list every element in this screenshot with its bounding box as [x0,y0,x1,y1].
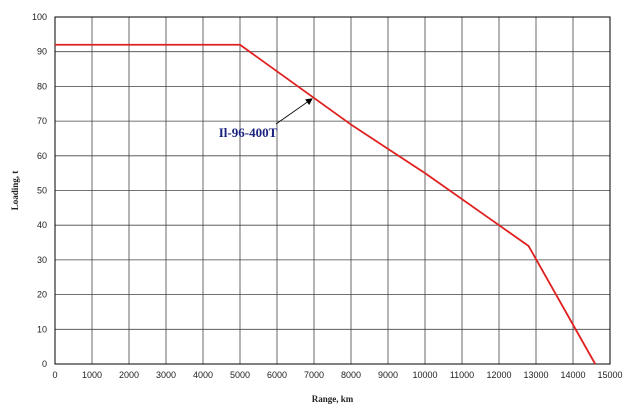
x-tick-label: 1000 [82,370,102,380]
grid [54,16,611,365]
y-tick-label: 90 [37,47,47,57]
x-tick-label: 8000 [341,370,361,380]
series-layer [55,43,596,365]
x-axis-label: Range, km [312,394,354,404]
plot-frame [54,16,611,365]
y-tick-label: 40 [37,220,47,230]
y-tick-label: 80 [37,81,47,91]
y-tick-label: 0 [42,359,47,369]
x-tick-label: 9000 [378,370,398,380]
x-tick-label: 15000 [597,370,622,380]
tick-labels: 0 1000 2000 3000 4000 5000 6000 7000 8000 9000 100… [32,12,623,380]
x-tick-label: 7000 [304,370,324,380]
x-tick-label: 11000 [450,370,474,380]
x-tick-label: 3000 [156,370,176,380]
x-tick-label: 0 [52,370,57,380]
y-tick-label: 100 [32,12,47,22]
x-tick-label: 4000 [193,370,213,380]
y-tick-label: 30 [37,255,47,265]
y-tick-label: 70 [37,116,47,126]
x-tick-label: 5000 [230,370,250,380]
x-tick-label: 14000 [560,370,585,380]
annotation-label: Il-96-400T [219,125,278,140]
series-line [55,43,596,365]
x-tick-label: 6000 [267,370,287,380]
y-tick-label: 50 [37,186,47,196]
annotations: Il-96-400T [219,98,313,140]
y-tick-label: 20 [37,290,47,300]
y-axis-label: Loading, t [10,171,20,211]
y-tick-label: 60 [37,151,47,161]
y-tick-label: 10 [37,324,47,334]
annotation-arrow [275,98,313,125]
x-tick-label: 10000 [412,370,437,380]
x-tick-label: 12000 [486,370,511,380]
x-tick-label: 13000 [523,370,548,380]
x-tick-label: 2000 [119,370,139,380]
